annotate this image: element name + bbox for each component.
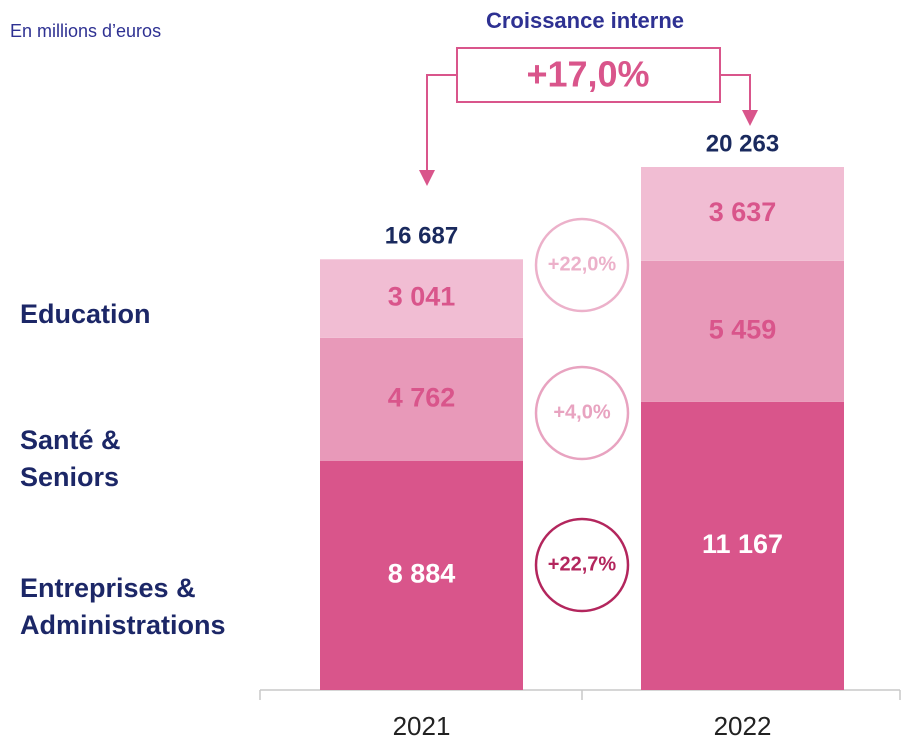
value-label: 3 041 [388,282,456,312]
growth-circle [534,217,630,313]
arrow [426,74,457,172]
bar-segment [320,337,523,461]
bar-segment [641,401,844,690]
arrow-head [742,110,758,126]
bar-segment [641,167,844,261]
legend-label: Santé & Seniors [20,425,121,492]
growth-box [456,47,721,103]
growth-label: +22,0% [548,253,617,275]
bar-segment [320,259,523,338]
x-tick-label: 2021 [393,711,451,741]
arrow-head [419,170,435,186]
growth-total: +17,0% [526,54,649,95]
growth-circle [534,517,630,613]
total-label: 16 687 [385,223,458,250]
value-label: 3 637 [709,197,777,227]
total-label: 20 263 [706,130,779,157]
legend-label: Education [20,299,151,329]
growth-title: Croissance interne [486,8,684,33]
value-label: 8 884 [388,558,456,588]
growth-circle [534,365,630,461]
legend-label: Entreprises & Administrations [20,573,226,640]
bar-segment [320,460,523,690]
arrow [720,74,751,112]
growth-label: +22,7% [548,553,617,575]
bar-segment [641,260,844,402]
growth-label: +4,0% [553,401,610,423]
value-label: 5 459 [709,314,777,344]
x-tick-label: 2022 [714,711,772,741]
subtitle: En millions d’euros [10,21,161,41]
value-label: 4 762 [388,382,456,412]
value-label: 11 167 [702,529,783,559]
